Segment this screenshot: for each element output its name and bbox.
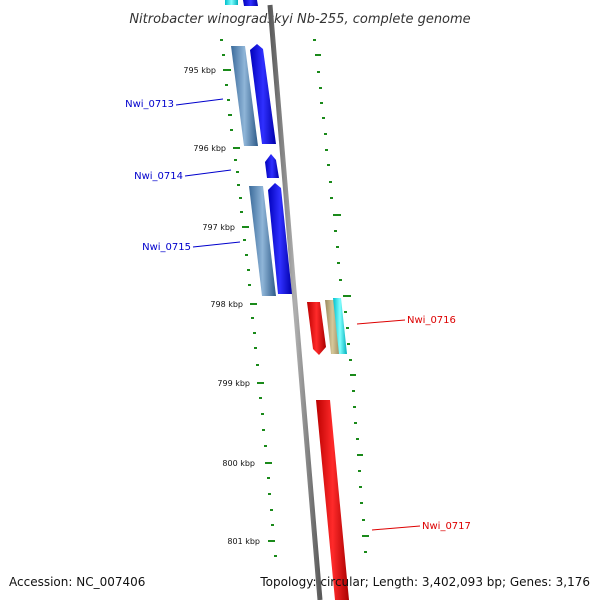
tick-797: 797 kbp <box>202 223 249 232</box>
tick-796: 796 kbp <box>193 144 240 153</box>
cds-nwi-0716 <box>307 302 326 355</box>
tick-800: 800 kbp <box>222 459 272 468</box>
tick-798: 798 kbp <box>210 300 257 309</box>
misc-feature-top <box>225 0 238 5</box>
trna-nwi-0716 <box>325 300 340 354</box>
gene-nwi-0715-feature <box>249 186 276 296</box>
svg-text:797 kbp: 797 kbp <box>202 223 235 232</box>
svg-text:795 kbp: 795 kbp <box>183 66 216 75</box>
svg-text:Nwi_0715: Nwi_0715 <box>142 242 191 253</box>
gene-label-nwi-0717[interactable]: Nwi_0717 <box>371 521 471 532</box>
gene-nwi-0713-feature <box>231 46 258 146</box>
cds-top-partial <box>243 0 258 6</box>
cds-nwi-0713 <box>250 44 276 144</box>
svg-text:796 kbp: 796 kbp <box>193 144 226 153</box>
tick-795: 795 kbp <box>183 66 231 75</box>
map-title: Nitrobacter winogradskyi Nb-255, complet… <box>129 12 470 27</box>
accession-label: Accession: NC_007406 <box>9 575 145 589</box>
svg-text:800 kbp: 800 kbp <box>222 459 255 468</box>
gene-label-nwi-0716[interactable]: Nwi_0716 <box>356 315 456 326</box>
svg-text:Nwi_0714: Nwi_0714 <box>134 171 183 182</box>
gene-label-nwi-0715[interactable]: Nwi_0715 <box>142 241 241 253</box>
genome-backbone <box>267 4 323 600</box>
genome-summary: Topology: circular; Length: 3,402,093 bp… <box>259 575 590 589</box>
svg-text:Nwi_0716: Nwi_0716 <box>407 315 456 326</box>
svg-text:Nwi_0717: Nwi_0717 <box>422 521 471 532</box>
gene-label-nwi-0713[interactable]: Nwi_0713 <box>125 98 224 110</box>
gene-label-nwi-0714[interactable]: Nwi_0714 <box>134 169 232 182</box>
cds-nwi-0714 <box>265 154 279 178</box>
cds-nwi-0717 <box>316 400 349 600</box>
gc-skew-right <box>313 39 369 553</box>
svg-text:798 kbp: 798 kbp <box>210 300 243 309</box>
svg-text:Nwi_0713: Nwi_0713 <box>125 99 174 110</box>
svg-text:801 kbp: 801 kbp <box>227 537 260 546</box>
tick-799: 799 kbp <box>217 379 264 388</box>
tick-801: 801 kbp <box>227 537 275 546</box>
misc-feature-nwi-0716 <box>333 298 347 354</box>
cds-nwi-0715 <box>268 183 292 294</box>
svg-text:799 kbp: 799 kbp <box>217 379 250 388</box>
